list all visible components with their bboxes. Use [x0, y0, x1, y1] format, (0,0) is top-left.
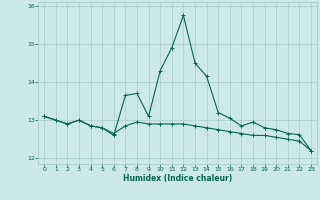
X-axis label: Humidex (Indice chaleur): Humidex (Indice chaleur)	[123, 174, 232, 183]
